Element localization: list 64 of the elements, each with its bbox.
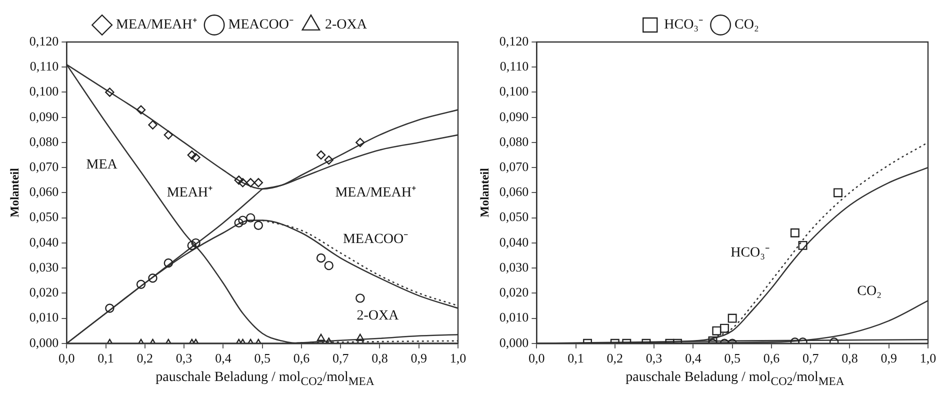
- y-tick-label: 0,050: [499, 209, 529, 224]
- x-tick-label: 0,8: [842, 350, 858, 366]
- y-tick-label: 0,070: [499, 159, 529, 174]
- y-tick-label: 0,090: [29, 108, 59, 124]
- x-tick-label: 0,9: [410, 350, 427, 366]
- y-tick-label: 0,120: [499, 33, 529, 48]
- x-tick-label: 0,1: [568, 350, 584, 366]
- x-tick-label: 0,4: [685, 350, 702, 366]
- y-tick-label: 0,040: [499, 234, 529, 250]
- y-axis-title: Molanteil: [7, 167, 22, 218]
- x-tick-label: 0,0: [58, 350, 75, 366]
- y-tick-label: 0,040: [29, 234, 59, 250]
- y-tick-label: 0,030: [499, 259, 529, 274]
- y-tick-label: 0,100: [29, 84, 59, 99]
- y-tick-label: 0,050: [29, 209, 59, 224]
- x-tick-label: 0,7: [332, 350, 350, 366]
- x-tick-label: 0,3: [646, 350, 662, 366]
- y-tick-label: 0,090: [499, 108, 529, 124]
- x-tick-label: 0,2: [136, 350, 154, 366]
- y-tick-label: 0,110: [500, 58, 529, 74]
- annotation: MEACOO⁻: [342, 232, 409, 247]
- annotation: MEA: [86, 158, 118, 173]
- annotation: CO₂: [857, 284, 882, 300]
- y-tick-label: 0,000: [499, 334, 529, 350]
- y-tick-label: 0,070: [29, 159, 59, 174]
- legend-label: MEA/MEAH⁺: [116, 18, 198, 33]
- x-axis-title: pauschale Beladung / mol$_{CO2}$/mol$_{MEA}$: [624, 370, 846, 388]
- y-tick-label: 0,060: [29, 184, 59, 200]
- y-tick-label: 0,000: [29, 334, 59, 350]
- x-tick-label: 1,0: [920, 350, 936, 366]
- legend-label: HCO₃⁻: [664, 18, 704, 33]
- x-tick-label: 0,1: [98, 350, 114, 366]
- x-axis-title: pauschale Beladung / mol$_{CO2}$/mol$_{MEA}$: [154, 370, 376, 388]
- annotation: 2-OXA: [356, 308, 400, 324]
- annotation: HCO₃⁻: [730, 246, 770, 261]
- y-tick-label: 0,010: [499, 310, 529, 325]
- y-tick-label: 0,020: [29, 284, 59, 300]
- x-tick-label: 0,8: [372, 350, 388, 366]
- y-axis-title: Molanteil: [477, 167, 492, 218]
- y-tick-label: 0,080: [29, 134, 59, 149]
- legend-label: MEACOO⁻: [228, 18, 294, 33]
- x-tick-label: 1,0: [450, 350, 466, 366]
- x-tick-label: 0,6: [763, 350, 780, 366]
- x-tick-label: 0,5: [254, 350, 270, 366]
- x-tick-label: 0,7: [802, 350, 820, 366]
- y-tick-label: 0,110: [30, 58, 59, 74]
- y-tick-label: 0,030: [29, 259, 59, 274]
- y-tick-label: 0,010: [29, 310, 59, 325]
- y-tick-label: 0,080: [499, 134, 529, 149]
- x-tick-label: 0,6: [293, 350, 310, 366]
- legend-label: 2-OXA: [324, 18, 368, 33]
- x-tick-label: 0,4: [215, 350, 232, 366]
- y-tick-label: 0,120: [29, 33, 59, 48]
- y-tick-label: 0,020: [499, 284, 529, 300]
- annotation: MEA/MEAH⁺: [335, 185, 416, 200]
- y-tick-label: 0,100: [499, 84, 529, 99]
- annotation: MEAH⁺: [166, 185, 214, 200]
- x-tick-label: 0,9: [880, 350, 897, 366]
- x-tick-label: 0,0: [528, 350, 545, 366]
- x-tick-label: 0,2: [606, 350, 624, 366]
- y-tick-label: 0,060: [499, 184, 529, 200]
- x-tick-label: 0,5: [724, 350, 740, 366]
- x-tick-label: 0,3: [176, 350, 192, 366]
- legend-label: CO₂: [734, 18, 760, 33]
